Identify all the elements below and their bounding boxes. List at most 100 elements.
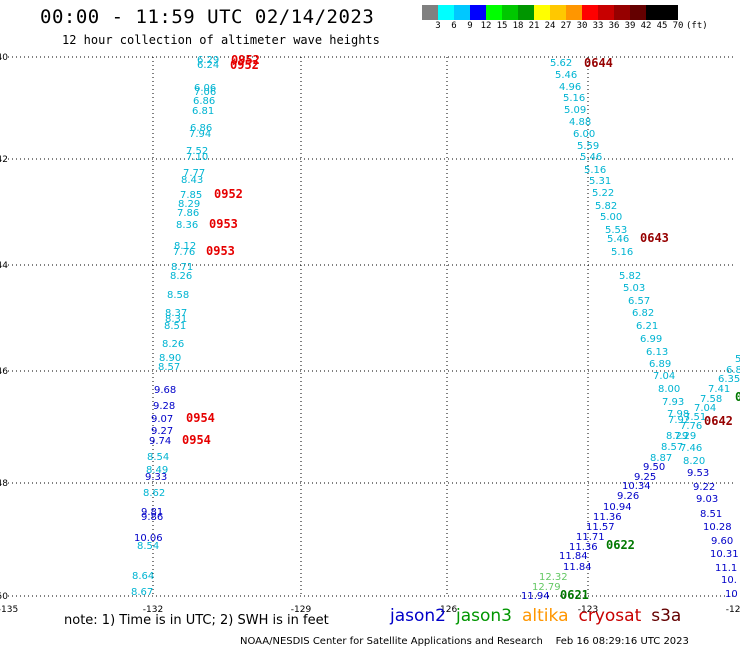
wave-height-label: 9.03 bbox=[696, 494, 718, 505]
colorbar-swatch bbox=[486, 5, 502, 20]
map-subtitle: 12 hour collection of altimeter wave hei… bbox=[62, 33, 380, 47]
wave-height-label: 9.22 bbox=[693, 482, 715, 493]
wave-height-label: 5.00 bbox=[600, 212, 622, 223]
wave-height-label: 7.04 bbox=[694, 403, 716, 414]
wave-height-label: 8.51 bbox=[164, 321, 186, 332]
colorbar-label: 3 bbox=[435, 21, 441, 31]
colorbar-label: 45 bbox=[656, 21, 668, 31]
wave-height-label: 8.29 bbox=[666, 431, 688, 442]
wave-height-label: 5.16 bbox=[563, 93, 585, 104]
wave-height-label: 7.94 bbox=[189, 129, 211, 140]
wave-height-label: 5.46 bbox=[555, 70, 577, 81]
wave-height-label: 10 bbox=[725, 589, 738, 600]
wave-height-label: 8.49 bbox=[146, 465, 168, 476]
wave-height-label: 9.53 bbox=[687, 468, 709, 479]
wave-height-label: 9.27 bbox=[151, 426, 173, 437]
y-tick-label: 50 bbox=[0, 592, 8, 602]
x-tick-label: -135 bbox=[0, 605, 18, 615]
wave-height-label: 7.92 bbox=[668, 415, 690, 426]
wave-height-label: 8.00 bbox=[658, 384, 680, 395]
legend-s3a: s3a bbox=[651, 606, 682, 626]
colorbar-label: 24 bbox=[544, 21, 556, 31]
y-tick-label: 44 bbox=[0, 261, 8, 271]
wave-height-label: 7.98 bbox=[667, 409, 689, 420]
wave-height-label: 8.57 bbox=[661, 442, 683, 453]
y-tick-label: 48 bbox=[0, 479, 8, 489]
wave-height-label: 10.06 bbox=[134, 533, 163, 544]
colorbar-label: 42 bbox=[640, 21, 652, 31]
wave-height-label: 12.79 bbox=[532, 582, 561, 593]
wave-height-label: 6.00 bbox=[573, 129, 595, 140]
colorbar-label: 30 bbox=[576, 21, 588, 31]
colorbar-swatch bbox=[470, 5, 486, 20]
wave-height-label: 12.32 bbox=[539, 572, 568, 583]
y-tick-label: 40 bbox=[0, 53, 8, 63]
wave-height-label: 10.34 bbox=[622, 481, 651, 492]
wave-height-label: 8.54 bbox=[147, 452, 169, 463]
wave-height-label: 7.04 bbox=[653, 371, 675, 382]
pass-time-label: 0622 bbox=[606, 538, 635, 552]
wave-height-label: 8.31 bbox=[165, 314, 187, 325]
y-tick-label: 42 bbox=[0, 155, 8, 165]
wave-height-label: 8.26 bbox=[170, 271, 192, 282]
wave-height-label: 7.06 bbox=[194, 87, 216, 98]
colorbar-swatch bbox=[646, 5, 662, 20]
colorbar-swatch bbox=[438, 5, 454, 20]
wave-height-label: 6.29 bbox=[197, 55, 219, 66]
wave-height-label: 9.74 bbox=[149, 436, 171, 447]
pass-time-label: 0954 bbox=[186, 411, 215, 425]
wave-height-colorbar bbox=[422, 5, 678, 20]
wave-height-label: 7.86 bbox=[177, 208, 199, 219]
wave-height-label: 6.06 bbox=[194, 83, 216, 94]
colorbar-swatch bbox=[630, 5, 646, 20]
x-tick-label: -123 bbox=[578, 605, 598, 615]
wave-height-label: 9.33 bbox=[145, 472, 167, 483]
x-tick-label: -120 bbox=[726, 605, 740, 615]
wave-height-label: 5 bbox=[735, 354, 740, 365]
wave-height-label: 6.81 bbox=[192, 106, 214, 117]
footer-note: note: 1) Time is in UTC; 2) SWH is in fe… bbox=[64, 613, 329, 628]
wave-height-label: 6.21 bbox=[636, 321, 658, 332]
wave-height-label: 8.87 bbox=[650, 453, 672, 464]
wave-height-label: 6.99 bbox=[640, 334, 662, 345]
wave-height-label: 5.03 bbox=[623, 283, 645, 294]
wave-height-label: 8.51 bbox=[700, 509, 722, 520]
colorbar-swatch bbox=[422, 5, 438, 20]
legend-jason2: jason2 bbox=[390, 606, 446, 626]
x-tick-label: -129 bbox=[291, 605, 312, 615]
wave-height-label: 7.76 bbox=[680, 421, 702, 432]
colorbar-swatch bbox=[502, 5, 518, 20]
wave-height-label: 9.60 bbox=[711, 536, 733, 547]
wave-height-label: 9.68 bbox=[154, 385, 176, 396]
colorbar-label: 21 bbox=[528, 21, 540, 31]
wave-height-label: 7.51 bbox=[684, 412, 706, 423]
colorbar-swatch bbox=[566, 5, 582, 20]
legend-cryosat: cryosat bbox=[578, 606, 642, 626]
wave-height-label: 6.13 bbox=[646, 347, 668, 358]
wave-height-label: 7.10 bbox=[186, 152, 208, 163]
axis-ticks: -135-132-129-126-123-120404244464850 bbox=[0, 53, 740, 615]
wave-height-label: 7.93 bbox=[662, 397, 684, 408]
wave-height-label: 5.82 bbox=[595, 201, 617, 212]
pass-time-label: 0953 bbox=[206, 244, 235, 258]
wave-height-label: 6.82 bbox=[632, 308, 654, 319]
wave-height-label: 10.28 bbox=[703, 522, 732, 533]
graticule bbox=[8, 56, 736, 597]
wave-height-label: 11.94 bbox=[521, 591, 550, 602]
wave-height-label: 10. bbox=[721, 575, 737, 586]
wave-height-label: 8.54 bbox=[137, 541, 159, 552]
wave-height-label: 6.86 bbox=[190, 123, 212, 134]
colorbar-label: 36 bbox=[608, 21, 620, 31]
wave-height-label: 7.85 bbox=[180, 190, 202, 201]
legend-altika: altika bbox=[522, 606, 569, 626]
wave-height-label: 8.90 bbox=[159, 353, 181, 364]
map-title: 00:00 - 11:59 UTC 02/14/2023 bbox=[40, 6, 375, 28]
wave-height-label: 7.52 bbox=[186, 146, 208, 157]
wave-height-label: 9.25 bbox=[634, 472, 656, 483]
wave-height-label: 5.16 bbox=[611, 247, 633, 258]
wave-height-label: 5.46 bbox=[580, 152, 602, 163]
x-tick-label: -132 bbox=[143, 605, 163, 615]
wave-height-label: 7.77 bbox=[183, 168, 205, 179]
colorbar-swatch bbox=[662, 5, 678, 20]
